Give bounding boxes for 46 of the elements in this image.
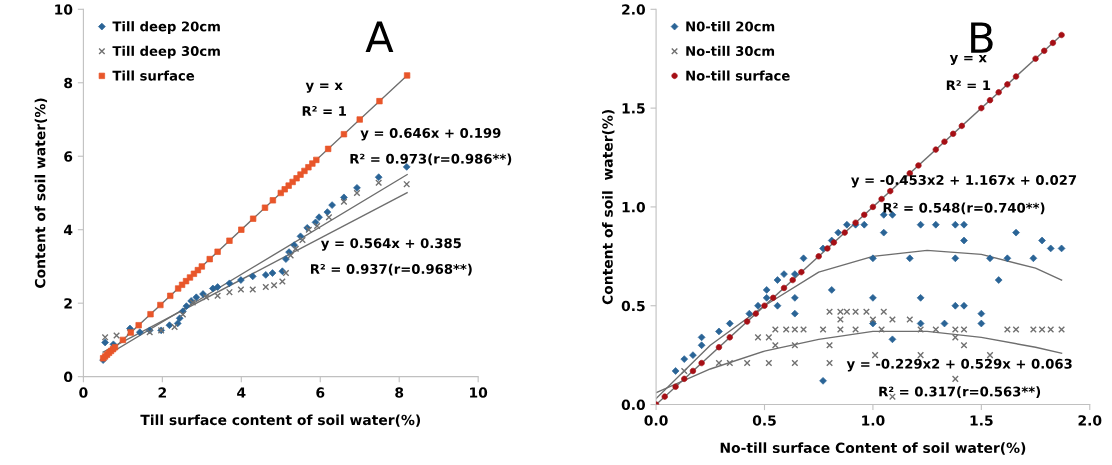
annotation: R² = 0.548(r=0.740**) — [883, 202, 1045, 215]
x-tick-label: 0 — [79, 387, 88, 398]
x-tick-label: 1.5 — [970, 415, 993, 426]
annotation: y = 0.564x + 0.385 — [320, 238, 461, 251]
x-tick-label: 10 — [470, 387, 488, 398]
y-tick-label: 10 — [55, 4, 73, 15]
y-axis-title: Content of soil water(%) — [602, 110, 615, 305]
x-tick-label: 2.0 — [1078, 415, 1102, 426]
chart-title: A — [365, 21, 394, 52]
x-tick-label: 2 — [158, 387, 166, 398]
annotation: y = -0.453x2 + 1.167x + 0.027 — [851, 174, 1077, 188]
legend-label: N0-till 20cm — [686, 21, 775, 32]
x-tick-label: 8 — [395, 387, 404, 398]
x-tick-label: 4 — [237, 387, 246, 398]
y-axis-title: Content of soil water(%) — [34, 98, 48, 288]
x-tick-label: 0.0 — [644, 415, 668, 426]
y-tick-label: 0.0 — [621, 399, 645, 411]
annotation: y = -0.229x2 + 0.529x + 0.063 — [846, 358, 1072, 372]
annotation: R² = 1 — [946, 80, 991, 91]
x-tick-label: 1.0 — [862, 415, 885, 426]
y-tick-label: 4 — [63, 224, 73, 235]
y-tick-label: 0 — [63, 371, 73, 383]
y-tick-label: 0.5 — [621, 300, 645, 312]
x-tick-label: 0.5 — [752, 415, 776, 426]
x-axis-title: Till surface content of soil water(%) — [140, 414, 421, 427]
legend-label: Till surface — [112, 70, 195, 81]
y-tick-label: 2.0 — [622, 4, 645, 15]
annotation: R² = 0.937(r=0.968**) — [310, 263, 472, 276]
chart-title: B — [971, 22, 993, 53]
x-tick-label: 6 — [316, 387, 325, 398]
annotation: y = x — [305, 82, 343, 93]
y-tick-label: 6 — [64, 151, 73, 162]
legend-label: No-till surface — [686, 70, 790, 81]
annotation: R² = 0.317(r=0.563**) — [879, 386, 1041, 399]
y-tick-label: 2 — [64, 298, 72, 309]
legend-label: Till deep 20cm — [112, 21, 220, 34]
y-tick-label: 1.5 — [622, 103, 645, 114]
y-tick-label: 1.0 — [622, 201, 645, 213]
y-tick-label: 8 — [64, 77, 73, 89]
x-axis-title: No-till surface Content of soil water(%) — [720, 442, 1026, 455]
annotation: R² = 0.973(r=0.986**) — [350, 153, 512, 166]
legend-label: No-till 30cm — [686, 45, 775, 57]
annotation: y = x — [949, 55, 987, 66]
annotation: y = 0.646x + 0.199 — [360, 127, 501, 141]
annotation: R² = 1 — [302, 106, 346, 116]
legend-label: Till deep 30cm — [112, 45, 220, 59]
